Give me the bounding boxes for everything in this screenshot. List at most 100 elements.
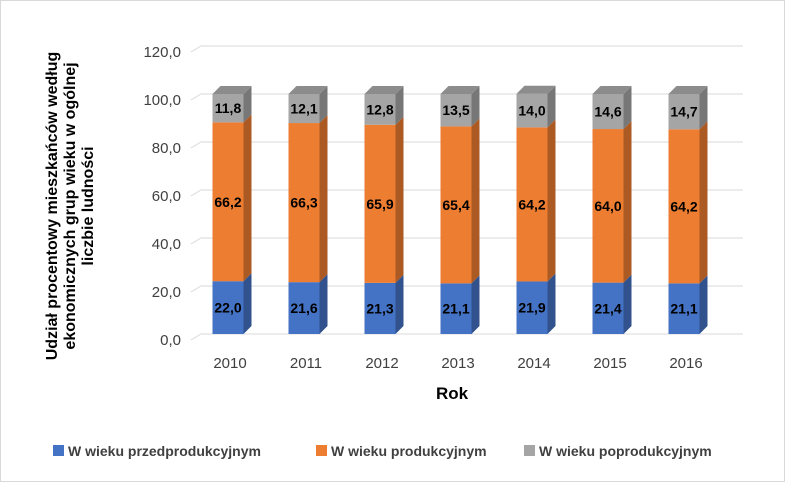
bar-segment bbox=[668, 121, 708, 284]
bar-segment bbox=[288, 274, 328, 334]
gridline bbox=[190, 237, 743, 245]
bar-segment bbox=[592, 121, 632, 283]
bar-front-face bbox=[592, 94, 624, 130]
legend-label: W wieku poprodukcyjnym bbox=[539, 443, 712, 459]
bar-front-face bbox=[440, 94, 472, 127]
gridline bbox=[190, 333, 743, 341]
y-axis-title-line-1: Udział procentowy mieszkańców według bbox=[44, 52, 61, 361]
bar-front-face bbox=[668, 94, 700, 130]
x-axis-ticks: 2010 2011 2012 2013 2014 2015 2016 bbox=[213, 355, 702, 372]
bar-side-face bbox=[471, 118, 480, 284]
bar-segment bbox=[212, 86, 252, 123]
data-label: 66,3 bbox=[290, 195, 317, 211]
bar-side-face bbox=[623, 121, 632, 283]
bar-front-face bbox=[516, 93, 548, 128]
bar-side-face bbox=[395, 86, 404, 125]
x-tick-label: 2011 bbox=[290, 355, 322, 372]
x-axis-title: Rok bbox=[436, 384, 469, 403]
bar-side-face bbox=[547, 273, 556, 334]
bar-side-face bbox=[319, 274, 328, 334]
legend-label: W wieku produkcyjnym bbox=[331, 443, 487, 459]
y-tick-label: 120,0 bbox=[143, 44, 181, 61]
data-label: 21,1 bbox=[670, 301, 697, 317]
bar-side-face bbox=[243, 86, 252, 123]
data-label: 66,2 bbox=[214, 194, 241, 210]
legend-swatch bbox=[316, 445, 327, 456]
legend-item: W wieku poprodukcyjnym bbox=[524, 443, 712, 459]
bar-segment bbox=[592, 274, 632, 334]
bar-segment bbox=[364, 116, 404, 283]
gridline bbox=[190, 45, 743, 53]
bar-segment bbox=[668, 275, 708, 334]
data-label: 64,2 bbox=[670, 198, 697, 214]
y-tick-label: 0,0 bbox=[160, 332, 181, 349]
bar-side-face bbox=[623, 274, 632, 334]
bar-front-face bbox=[440, 126, 472, 284]
y-tick-label: 80,0 bbox=[152, 140, 181, 157]
bar-segment bbox=[364, 274, 404, 334]
bar-front-face bbox=[212, 94, 244, 123]
bar-front-face bbox=[288, 94, 320, 124]
bar-side-face bbox=[699, 86, 708, 130]
data-label: 14,6 bbox=[594, 104, 621, 120]
bar-segment bbox=[212, 273, 252, 334]
bar-front-face bbox=[288, 123, 320, 283]
bar-front-face bbox=[592, 129, 624, 283]
data-label: 13,5 bbox=[442, 102, 469, 118]
bars bbox=[212, 85, 708, 334]
bar-top-face bbox=[668, 86, 708, 94]
bar-front-face bbox=[592, 282, 624, 334]
data-label: 65,4 bbox=[442, 197, 469, 213]
data-label: 64,0 bbox=[594, 198, 621, 214]
x-tick-label: 2014 bbox=[517, 355, 550, 372]
data-label: 21,4 bbox=[594, 300, 621, 316]
bar-front-face bbox=[668, 283, 700, 334]
legend-swatch bbox=[53, 445, 64, 456]
bar-segment bbox=[668, 86, 708, 130]
y-axis-title-line-3: liczbie ludności bbox=[80, 146, 97, 265]
y-tick-label: 40,0 bbox=[152, 236, 181, 253]
bar-side-face bbox=[319, 115, 328, 283]
y-tick-label: 100,0 bbox=[143, 92, 181, 109]
gridline bbox=[190, 285, 743, 293]
bar-top-face bbox=[516, 85, 556, 94]
legend: W wieku przedprodukcyjnym W wieku produkc… bbox=[53, 443, 712, 459]
bar-top-face bbox=[440, 86, 480, 94]
x-tick-label: 2016 bbox=[669, 355, 702, 372]
bar-segment bbox=[516, 119, 556, 282]
y-axis-title: Udział procentowy mieszkańców według eko… bbox=[44, 52, 97, 361]
bar-front-face bbox=[440, 283, 472, 334]
data-label: 14,0 bbox=[518, 103, 545, 119]
data-label: 12,1 bbox=[290, 101, 317, 117]
y-axis-title-line-2: ekonomicznych grup wieku w ogólnej bbox=[62, 62, 79, 349]
bar-front-face bbox=[364, 282, 396, 334]
bar-side-face bbox=[547, 85, 556, 128]
gridlines bbox=[190, 45, 743, 341]
bar-side-face bbox=[243, 114, 252, 282]
legend-swatch bbox=[524, 445, 535, 456]
data-label: 22,0 bbox=[214, 300, 241, 316]
data-label: 21,9 bbox=[518, 300, 545, 316]
bar-front-face bbox=[364, 94, 396, 125]
bar-side-face bbox=[319, 86, 328, 124]
x-tick-label: 2015 bbox=[593, 355, 626, 372]
bar-top-face bbox=[288, 86, 328, 94]
bar-segment bbox=[364, 86, 404, 125]
bar-front-face bbox=[516, 127, 548, 282]
gridline bbox=[190, 93, 743, 101]
x-tick-label: 2010 bbox=[213, 355, 246, 372]
gridline bbox=[190, 141, 743, 149]
bar-front-face bbox=[364, 124, 396, 283]
bar-segment bbox=[516, 273, 556, 334]
bar-side-face bbox=[699, 121, 708, 284]
bar-segment bbox=[592, 86, 632, 130]
bar-side-face bbox=[623, 86, 632, 130]
bar-front-face bbox=[212, 122, 244, 282]
bar-front-face bbox=[668, 129, 700, 284]
bar-top-face bbox=[592, 86, 632, 94]
bar-segment bbox=[288, 115, 328, 283]
y-tick-label: 60,0 bbox=[152, 188, 181, 205]
x-tick-label: 2012 bbox=[365, 355, 398, 372]
